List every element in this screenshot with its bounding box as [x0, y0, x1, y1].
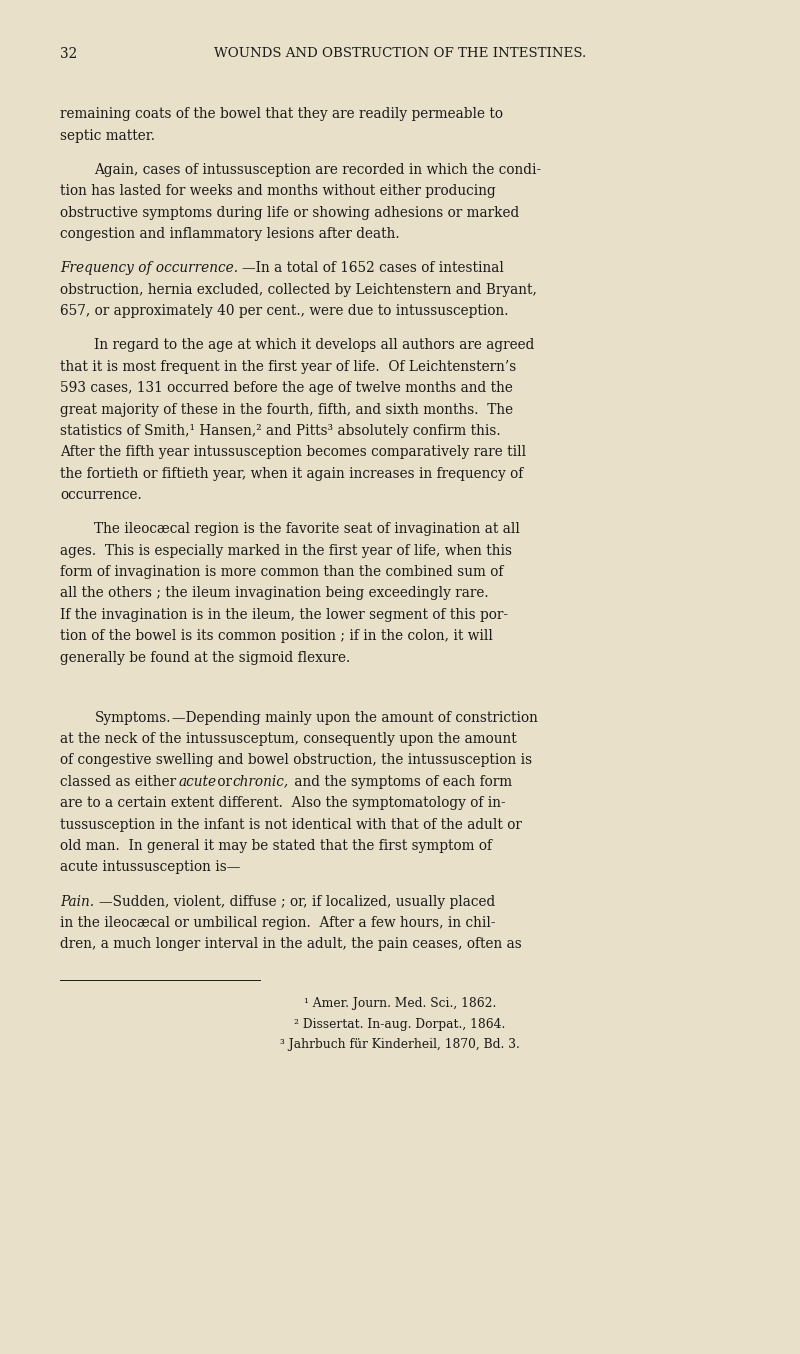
Text: WOUNDS AND OBSTRUCTION OF THE INTESTINES.: WOUNDS AND OBSTRUCTION OF THE INTESTINES…	[214, 47, 586, 61]
Text: generally be found at the sigmoid flexure.: generally be found at the sigmoid flexur…	[60, 651, 350, 665]
Text: acute: acute	[178, 774, 217, 789]
Text: ages.  This is especially marked in the first year of life, when this: ages. This is especially marked in the f…	[60, 544, 512, 558]
Text: old man.  In general it may be stated that the first symptom of: old man. In general it may be stated tha…	[60, 839, 492, 853]
Text: are to a certain extent different.  Also the symptomatology of in-: are to a certain extent different. Also …	[60, 796, 506, 810]
Text: chronic,: chronic,	[233, 774, 289, 789]
Text: Symptoms.: Symptoms.	[94, 711, 171, 724]
Text: acute intussusception is—: acute intussusception is—	[60, 860, 240, 875]
Text: statistics of Smith,¹ Hansen,² and Pitts³ absolutely confirm this.: statistics of Smith,¹ Hansen,² and Pitts…	[60, 424, 501, 437]
Text: occurrence.: occurrence.	[60, 487, 142, 502]
Text: in the ileocæcal or umbilical region.  After a few hours, in chil-: in the ileocæcal or umbilical region. Af…	[60, 915, 495, 930]
Text: dren, a much longer interval in the adult, the pain ceases, often as: dren, a much longer interval in the adul…	[60, 937, 522, 952]
Text: of congestive swelling and bowel obstruction, the intussusception is: of congestive swelling and bowel obstruc…	[60, 753, 532, 768]
Text: remaining coats of the bowel that they are readily permeable to: remaining coats of the bowel that they a…	[60, 107, 503, 122]
Text: —Depending mainly upon the amount of constriction: —Depending mainly upon the amount of con…	[172, 711, 538, 724]
Text: or: or	[213, 774, 236, 789]
Text: tion has lasted for weeks and months without either producing: tion has lasted for weeks and months wit…	[60, 184, 496, 198]
Text: Pain.: Pain.	[60, 895, 94, 909]
Text: 32: 32	[60, 47, 78, 61]
Text: the fortieth or fiftieth year, when it again increases in frequency of: the fortieth or fiftieth year, when it a…	[60, 467, 523, 481]
Text: classed as either: classed as either	[60, 774, 181, 789]
Text: septic matter.: septic matter.	[60, 129, 155, 142]
Text: ¹ Amer. Journ. Med. Sci., 1862.: ¹ Amer. Journ. Med. Sci., 1862.	[304, 998, 496, 1010]
Text: If the invagination is in the ileum, the lower segment of this por-: If the invagination is in the ileum, the…	[60, 608, 508, 621]
Text: congestion and inflammatory lesions after death.: congestion and inflammatory lesions afte…	[60, 227, 400, 241]
Text: 593 cases, 131 occurred before the age of twelve months and the: 593 cases, 131 occurred before the age o…	[60, 380, 513, 395]
Text: that it is most frequent in the first year of life.  Of Leichtenstern’s: that it is most frequent in the first ye…	[60, 360, 516, 374]
Text: After the fifth year intussusception becomes comparatively rare till: After the fifth year intussusception bec…	[60, 445, 526, 459]
Text: In regard to the age at which it develops all authors are agreed: In regard to the age at which it develop…	[94, 338, 534, 352]
Text: obstruction, hernia excluded, collected by Leichtenstern and Bryant,: obstruction, hernia excluded, collected …	[60, 283, 537, 297]
Text: obstructive symptoms during life or showing adhesions or marked: obstructive symptoms during life or show…	[60, 206, 519, 219]
Text: Frequency of occurrence.: Frequency of occurrence.	[60, 261, 238, 275]
Text: tion of the bowel is its common position ; if in the colon, it will: tion of the bowel is its common position…	[60, 630, 493, 643]
Text: tussusception in the infant is not identical with that of the adult or: tussusception in the infant is not ident…	[60, 818, 522, 831]
Text: 657, or approximately 40 per cent., were due to intussusception.: 657, or approximately 40 per cent., were…	[60, 305, 509, 318]
Text: ² Dissertat. In-aug. Dorpat., 1864.: ² Dissertat. In-aug. Dorpat., 1864.	[294, 1018, 506, 1030]
Text: and the symptoms of each form: and the symptoms of each form	[290, 774, 512, 789]
Text: ³ Jahrbuch für Kinderheil, 1870, Bd. 3.: ³ Jahrbuch für Kinderheil, 1870, Bd. 3.	[280, 1039, 520, 1051]
Text: form of invagination is more common than the combined sum of: form of invagination is more common than…	[60, 565, 503, 580]
Text: all the others ; the ileum invagination being exceedingly rare.: all the others ; the ileum invagination …	[60, 586, 489, 600]
Text: —In a total of 1652 cases of intestinal: —In a total of 1652 cases of intestinal	[242, 261, 504, 275]
Text: at the neck of the intussusceptum, consequently upon the amount: at the neck of the intussusceptum, conse…	[60, 733, 517, 746]
Text: —Sudden, violent, diffuse ; or, if localized, usually placed: —Sudden, violent, diffuse ; or, if local…	[99, 895, 495, 909]
Text: great majority of these in the fourth, fifth, and sixth months.  The: great majority of these in the fourth, f…	[60, 402, 513, 417]
Text: The ileocæcal region is the favorite seat of invagination at all: The ileocæcal region is the favorite sea…	[94, 523, 520, 536]
Text: Again, cases of intussusception are recorded in which the condi-: Again, cases of intussusception are reco…	[94, 162, 542, 177]
